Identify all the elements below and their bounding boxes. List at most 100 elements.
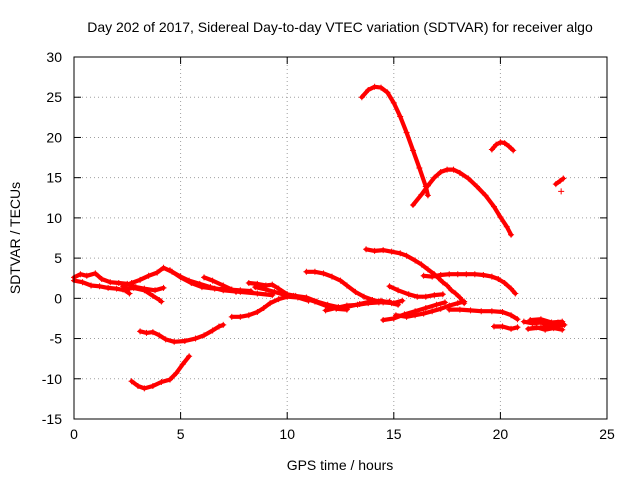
data-point-marker [454, 300, 461, 307]
data-point-marker [386, 283, 393, 290]
data-point-marker [322, 307, 329, 314]
data-point-marker [130, 284, 137, 291]
data-point-marker [311, 268, 318, 275]
data-point-marker [158, 378, 165, 385]
plot-frame [73, 56, 608, 420]
data-point-marker [405, 291, 412, 298]
data-point-marker [380, 247, 387, 254]
data-point-marker [525, 325, 532, 332]
data-point-marker [420, 310, 427, 317]
data-point-marker [456, 294, 463, 301]
data-point-marker [441, 299, 448, 306]
data-point-marker [448, 287, 455, 294]
data-point-marker [431, 174, 438, 181]
data-point-marker [439, 279, 446, 286]
data-point-marker [491, 203, 498, 210]
data-point-marker [245, 280, 252, 287]
data-point-marker [488, 146, 495, 153]
data-point-marker [115, 280, 122, 287]
data-point-marker [491, 323, 498, 330]
data-point-marker [113, 285, 120, 292]
data-point-marker [446, 271, 453, 278]
data-point-marker [501, 140, 508, 147]
data-point-marker [173, 370, 180, 377]
data-point-marker [237, 287, 244, 294]
series-arc-23 [380, 299, 448, 324]
data-point-marker [275, 285, 282, 292]
series-arc-25 [491, 323, 521, 332]
data-point-marker [424, 182, 431, 189]
data-point-marker [542, 326, 549, 333]
data-point-marker [375, 299, 382, 306]
data-point-marker [520, 318, 527, 325]
data-point-marker [343, 302, 350, 309]
data-point-marker [107, 279, 114, 286]
data-point-marker [533, 324, 540, 331]
y-tick-label: -5 [50, 331, 63, 347]
data-point-marker [337, 277, 344, 284]
y-tick-label: 5 [54, 250, 62, 266]
series-arc-18 [558, 188, 565, 195]
chart-title: Day 202 of 2017, Sidereal Day-to-day VTE… [87, 19, 593, 35]
data-point-marker [328, 273, 335, 280]
data-point-marker [499, 323, 506, 330]
data-point-marker [166, 376, 173, 383]
grid-lines [74, 57, 607, 419]
data-point-marker [497, 214, 504, 221]
x-tick-label: 5 [177, 426, 185, 442]
data-point-marker [395, 287, 402, 294]
series-arc-21 [386, 283, 446, 300]
data-point-marker [162, 336, 169, 343]
data-point-marker [418, 191, 425, 198]
data-point-marker [559, 318, 566, 325]
data-point-marker [488, 308, 495, 315]
data-point-marker [409, 202, 416, 209]
data-point-marker [467, 307, 474, 314]
data-point-marker [371, 83, 378, 90]
data-point-marker [371, 247, 378, 254]
data-point-marker [160, 284, 167, 291]
data-point-marker [215, 323, 222, 330]
data-point-marker [414, 293, 421, 300]
data-point-marker [557, 177, 564, 184]
x-tick-labels: 0 5 10 15 20 25 [70, 426, 615, 442]
data-point-marker [360, 293, 367, 300]
data-point-marker [508, 285, 515, 292]
data-point-marker [260, 304, 267, 311]
data-point-marker [156, 332, 163, 339]
series-arc-20 [420, 271, 519, 297]
data-point-marker [388, 248, 395, 255]
data-point-marker [128, 280, 135, 287]
data-point-marker [548, 319, 555, 326]
data-point-marker [333, 304, 340, 311]
y-tick-labels: -15 -10 -5 0 5 10 15 20 25 30 [42, 49, 62, 427]
y-tick-label: 0 [54, 290, 62, 306]
y-axis-label: SDTVAR / TECUs [7, 182, 23, 294]
data-point-marker [77, 271, 84, 278]
series-trace [359, 84, 430, 198]
data-point-marker [354, 301, 361, 308]
data-point-marker [450, 166, 457, 173]
data-point-marker [552, 181, 559, 188]
data-point-marker [275, 296, 282, 303]
data-point-marker [437, 305, 444, 312]
data-point-marker [152, 287, 159, 294]
data-point-marker [254, 290, 261, 297]
data-point-marker [439, 291, 446, 298]
data-point-marker [352, 288, 359, 295]
data-point-marker [503, 223, 510, 230]
series-arc-13 [322, 298, 393, 314]
y-tick-label: 15 [46, 170, 62, 186]
data-point-marker [452, 290, 459, 297]
data-point-marker [98, 276, 105, 283]
series-arc-15 [409, 166, 515, 238]
data-point-marker [237, 313, 244, 320]
data-point-marker [220, 282, 227, 289]
data-point-marker [422, 293, 429, 300]
data-point-marker [416, 165, 423, 172]
data-point-marker [271, 288, 278, 295]
data-point-marker [514, 316, 521, 323]
data-point-marker [454, 271, 461, 278]
